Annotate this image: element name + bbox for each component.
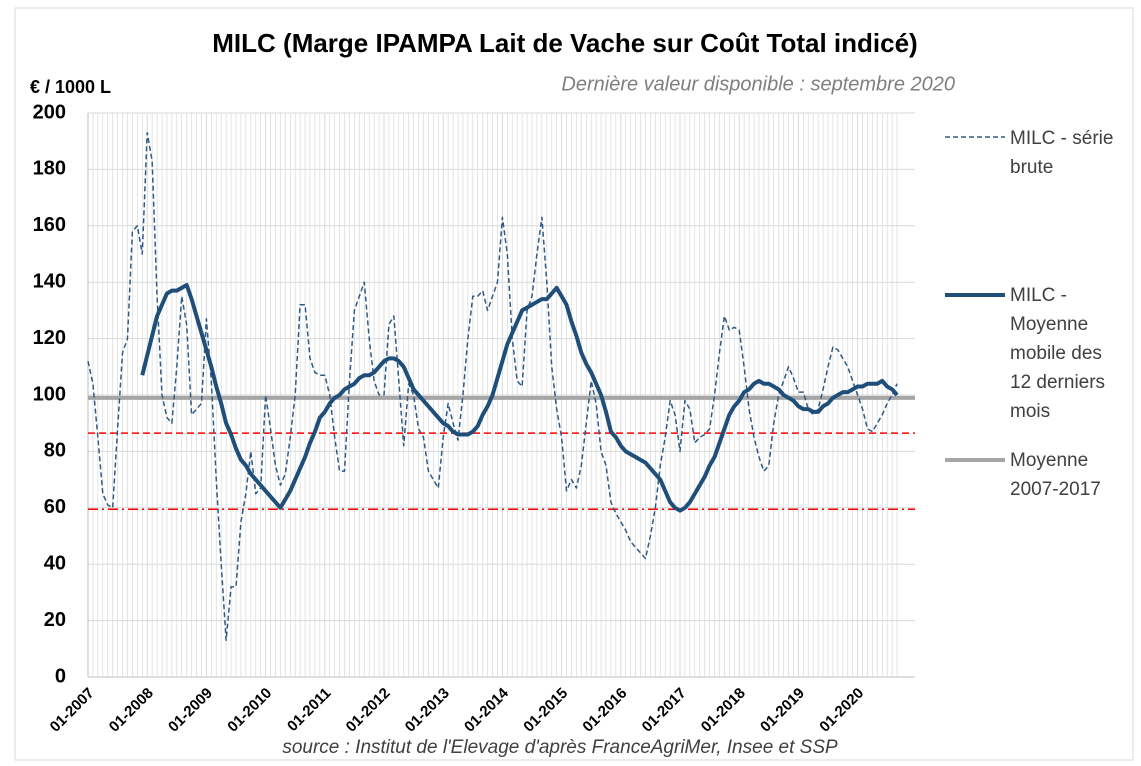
x-tick-label: 01-2015	[520, 685, 571, 736]
x-tick-label: 01-2018	[698, 685, 749, 736]
x-tick-label: 01-2017	[639, 685, 690, 736]
x-tick-label: 01-2010	[224, 685, 275, 736]
y-tick-label: 20	[44, 609, 66, 631]
x-tick-label: 01-2012	[343, 685, 394, 736]
subtitle: Dernière valeur disponible : septembre 2…	[561, 73, 955, 95]
y-tick-label: 60	[44, 496, 66, 518]
y-tick-label: 120	[33, 327, 66, 349]
x-tick-label: 01-2008	[106, 685, 157, 736]
x-tick-label: 01-2016	[579, 685, 630, 736]
y-axis-unit: € / 1000 L	[30, 77, 111, 97]
chart-border	[14, 7, 1134, 761]
x-tick-label: 01-2011	[284, 685, 334, 735]
x-tick-label: 01-2007	[47, 685, 98, 736]
y-tick-label: 200	[33, 101, 66, 123]
y-tick-label: 40	[44, 552, 66, 574]
x-tick-label: 01-2009	[165, 685, 216, 736]
chart-title: MILC (Marge IPAMPA Lait de Vache sur Coû…	[212, 28, 917, 58]
legend-label: MILC - Moyenne mobile des 12 derniers mo…	[1010, 285, 1106, 422]
legend-label: MILC - série brute	[1010, 128, 1114, 178]
source-note: source : Institut de l'Elevage d'après F…	[282, 737, 838, 758]
x-tick-label: 01-2014	[461, 684, 512, 735]
y-tick-label: 100	[33, 383, 66, 405]
data-line	[140, 283, 899, 513]
y-tick-label: 160	[33, 214, 66, 236]
x-tick-label: 01-2020	[816, 685, 867, 736]
y-tick-label: 140	[33, 270, 66, 292]
x-tick-label: 01-2013	[402, 685, 453, 736]
legend-label: Moyenne 2007-2017	[1010, 450, 1101, 500]
y-tick-label: 180	[33, 158, 66, 180]
data-line	[87, 131, 898, 642]
x-tick-label: 01-2019	[757, 685, 808, 736]
y-tick-label: 80	[44, 440, 66, 462]
y-tick-label: 0	[55, 665, 66, 687]
